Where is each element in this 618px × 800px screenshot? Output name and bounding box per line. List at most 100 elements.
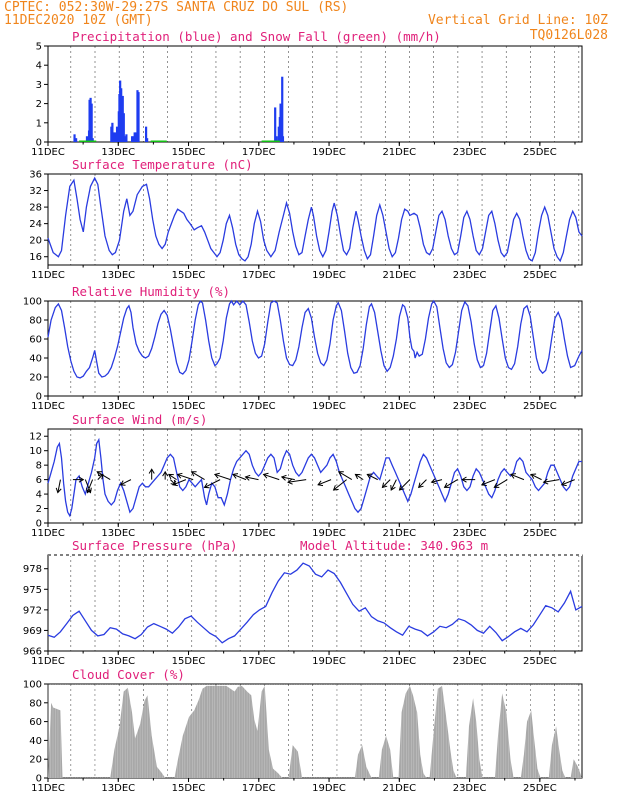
wind-arrowhead — [354, 473, 361, 480]
wind-arrowhead — [332, 485, 339, 491]
wind-vector — [494, 479, 508, 488]
cloud-cover-area — [48, 685, 582, 778]
wind-vector — [561, 479, 575, 486]
wind-vector — [333, 479, 347, 491]
x-tick-label: 15DEC — [172, 656, 206, 667]
wind-arrowhead — [493, 482, 500, 488]
precip-bar — [135, 132, 138, 142]
wind-arrowhead — [96, 471, 103, 477]
y-tick-label: 0 — [36, 138, 42, 149]
precip-bar — [73, 134, 76, 142]
y-tick-label: 8 — [36, 461, 42, 472]
x-tick-label: 13DEC — [101, 783, 135, 794]
y-tick-label: 12 — [29, 432, 42, 443]
wind-arrowhead — [398, 485, 405, 491]
wind-arrowhead — [172, 480, 178, 487]
x-tick-label: 17DEC — [242, 147, 276, 158]
y-tick-label: 1 — [36, 118, 42, 129]
panel-4: 966 969 972 975 978 11DEC 13DEC 15DEC 17DEC 19DEC… — [23, 538, 583, 667]
wind-vector — [214, 473, 231, 481]
y-tick-label: 80 — [29, 316, 42, 327]
wind-vector — [530, 473, 542, 481]
snow-bar — [84, 140, 97, 142]
wind-vector — [245, 476, 259, 481]
panel-frame — [47, 683, 583, 779]
x-tick-label: 23DEC — [453, 783, 487, 794]
x-tick-label: 21DEC — [382, 656, 416, 667]
y-tick-label: 36 — [29, 170, 42, 181]
precip-bar — [125, 134, 128, 142]
x-tick-label: 17DEC — [242, 401, 276, 412]
y-tick-label: 3 — [36, 80, 42, 91]
wind-arrowhead — [366, 473, 373, 479]
wind-arrowhead — [542, 478, 549, 485]
y-tick-label: 6 — [36, 475, 42, 486]
x-tick-label: 15DEC — [172, 147, 206, 158]
x-tick-label: 25DEC — [523, 656, 557, 667]
x-tick-label: 15DEC — [172, 270, 206, 281]
wind-arrowhead — [280, 474, 287, 481]
wind-arrowhead — [176, 472, 183, 479]
x-tick-label: 13DEC — [101, 401, 135, 412]
precip-bar — [123, 136, 127, 142]
y-tick-label: 100 — [23, 680, 42, 691]
x-tick-label: 19DEC — [312, 147, 346, 158]
wind-arrowhead — [148, 468, 155, 474]
wind-arrowhead — [55, 487, 62, 494]
y-tick-label: 32 — [29, 186, 42, 197]
y-tick-label: 0 — [36, 519, 42, 530]
precip-bar — [133, 132, 136, 142]
wind-arrowhead — [317, 480, 324, 487]
wind-vector — [367, 473, 378, 481]
y-tick-label: 4 — [36, 490, 42, 501]
y-tick-label: 60 — [29, 335, 42, 346]
wind-arrowhead — [119, 480, 126, 486]
x-tick-label: 13DEC — [101, 528, 135, 539]
wind-arrowhead — [381, 482, 388, 489]
precip-bar — [144, 126, 148, 142]
wind-vector — [399, 479, 411, 491]
header-date: 11DEC2020 10Z (GMT) — [4, 13, 153, 28]
wind-vector — [338, 471, 353, 481]
x-tick-label: 21DEC — [382, 783, 416, 794]
y-tick-label: 969 — [23, 626, 42, 637]
wind-arrowhead — [418, 482, 424, 489]
precip-bar — [85, 136, 89, 142]
y-tick-label: 20 — [29, 236, 42, 247]
y-tick-label: 80 — [29, 698, 42, 709]
x-tick-label: 19DEC — [312, 401, 346, 412]
y-tick-label: 28 — [29, 203, 42, 214]
y-tick-label: 20 — [29, 755, 42, 766]
wind-vector — [481, 479, 496, 486]
x-tick-label: 17DEC — [242, 528, 276, 539]
panel-title: Surface Pressure (hPa) — [72, 538, 238, 553]
series-line — [47, 437, 582, 518]
wind-arrowhead — [162, 470, 169, 477]
panel-title: Precipitation (blue) and Snow Fall (gree… — [72, 29, 441, 44]
x-tick-label: 25DEC — [523, 783, 557, 794]
precip-bar — [281, 76, 284, 142]
panel-title: Surface Wind (m/s) — [72, 412, 207, 427]
panel-frame — [47, 300, 583, 397]
wind-arrowhead — [167, 473, 174, 480]
panel-1: 16 20 24 28 32 36 11DEC 13DEC 15DEC 17DEC 19DEC 21D… — [29, 157, 583, 281]
x-tick-label: 19DEC — [312, 270, 346, 281]
wind-arrowhead — [560, 480, 567, 487]
wind-vector — [418, 479, 427, 488]
y-tick-label: 16 — [29, 252, 42, 263]
x-tick-label: 15DEC — [172, 528, 206, 539]
x-tick-label: 11DEC — [31, 656, 65, 667]
x-tick-label: 13DEC — [101, 656, 135, 667]
x-tick-label: 13DEC — [101, 147, 135, 158]
y-tick-label: 2 — [36, 99, 42, 110]
wind-vector — [96, 471, 111, 481]
panel-title: Cloud Cover (%) — [72, 667, 185, 682]
x-tick-label: 21DEC — [382, 528, 416, 539]
precip-bar — [122, 113, 125, 142]
precip-bar — [74, 138, 78, 142]
precip-bar — [137, 92, 140, 142]
panel-frame — [47, 428, 583, 524]
y-tick-label: 0 — [36, 392, 42, 403]
y-tick-label: 4 — [36, 61, 42, 72]
x-tick-label: 11DEC — [31, 528, 65, 539]
